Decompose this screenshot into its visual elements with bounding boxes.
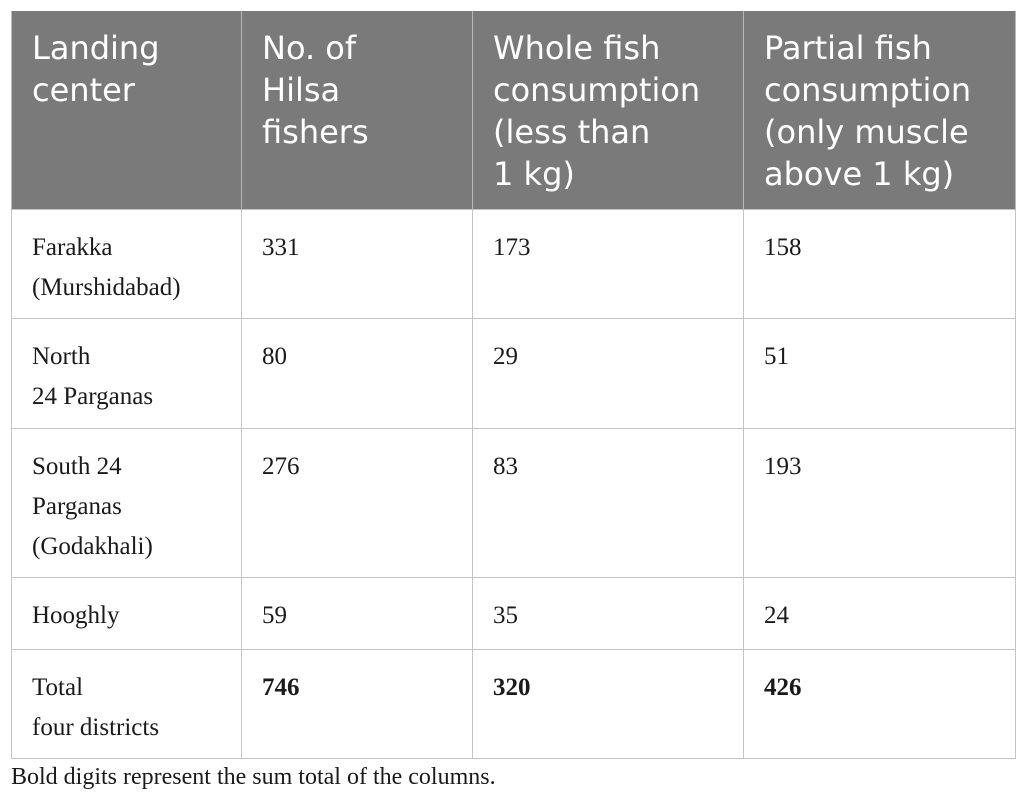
cell-partial-fish: 51 — [743, 318, 1016, 429]
header-label: Partial fish consumption (only muscle ab… — [764, 29, 972, 193]
cell-fishers: 80 — [241, 318, 473, 429]
header-whole-fish: Whole fish consumption (less than 1 kg) — [472, 11, 744, 210]
cell-text: 35 — [493, 602, 518, 629]
cell-text: Total four districts — [32, 674, 160, 741]
cell-total-partial-fish: 426 — [743, 649, 1016, 759]
cell-landing-center: South 24 Parganas (Godakhali) — [11, 428, 242, 578]
hilsa-consumption-table: Landing center No. of Hilsa fishers Whol… — [11, 11, 1016, 759]
header-landing-center: Landing center — [11, 11, 242, 210]
cell-text: 29 — [493, 343, 518, 370]
cell-text: South 24 Parganas (Godakhali) — [32, 453, 153, 560]
table-footnote: Bold digits represent the sum total of t… — [11, 764, 496, 790]
cell-fishers: 331 — [241, 209, 473, 319]
cell-landing-center: North 24 Parganas — [11, 318, 242, 429]
cell-text: 193 — [764, 453, 802, 480]
header-label: Landing center — [32, 29, 160, 109]
table-row: South 24 Parganas (Godakhali) 276 83 193 — [11, 428, 1016, 578]
cell-text: 746 — [262, 674, 300, 701]
cell-text: North 24 Parganas — [32, 343, 154, 410]
cell-text: 158 — [764, 234, 802, 261]
cell-whole-fish: 35 — [472, 577, 744, 650]
table-header-row: Landing center No. of Hilsa fishers Whol… — [11, 11, 1016, 210]
cell-text: 320 — [493, 674, 531, 701]
data-table-container: Landing center No. of Hilsa fishers Whol… — [11, 11, 1016, 759]
cell-text: 24 — [764, 602, 789, 629]
cell-partial-fish: 24 — [743, 577, 1016, 650]
cell-text: 83 — [493, 453, 518, 480]
cell-text: 331 — [262, 234, 300, 261]
cell-text: Hooghly — [32, 602, 120, 629]
cell-fishers: 59 — [241, 577, 473, 650]
cell-text: 173 — [493, 234, 531, 261]
cell-total-fishers: 746 — [241, 649, 473, 759]
header-partial-fish: Partial fish consumption (only muscle ab… — [743, 11, 1016, 210]
cell-whole-fish: 173 — [472, 209, 744, 319]
cell-text: 426 — [764, 674, 802, 701]
cell-landing-center: Farakka (Murshidabad) — [11, 209, 242, 319]
cell-partial-fish: 158 — [743, 209, 1016, 319]
cell-whole-fish: 83 — [472, 428, 744, 578]
cell-text: 59 — [262, 602, 287, 629]
cell-total-whole-fish: 320 — [472, 649, 744, 759]
cell-text: Farakka (Murshidabad) — [32, 234, 181, 301]
cell-partial-fish: 193 — [743, 428, 1016, 578]
header-label: No. of Hilsa fishers — [262, 29, 369, 151]
cell-whole-fish: 29 — [472, 318, 744, 429]
cell-text: 80 — [262, 343, 287, 370]
table-row: Hooghly 59 35 24 — [11, 577, 1016, 650]
header-label: Whole fish consumption (less than 1 kg) — [493, 29, 701, 193]
cell-fishers: 276 — [241, 428, 473, 578]
cell-landing-center: Hooghly — [11, 577, 242, 650]
table-row: Farakka (Murshidabad) 331 173 158 — [11, 209, 1016, 319]
cell-text: 276 — [262, 453, 300, 480]
table-total-row: Total four districts 746 320 426 — [11, 649, 1016, 759]
cell-text: 51 — [764, 343, 789, 370]
cell-landing-center: Total four districts — [11, 649, 242, 759]
table-row: North 24 Parganas 80 29 51 — [11, 318, 1016, 429]
header-no-of-fishers: No. of Hilsa fishers — [241, 11, 473, 210]
